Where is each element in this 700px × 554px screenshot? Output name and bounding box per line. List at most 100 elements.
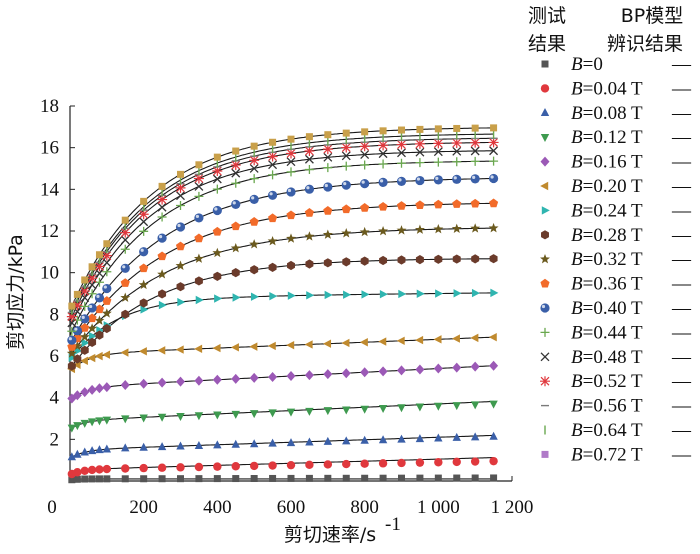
point-12-0 bbox=[67, 318, 77, 328]
point-7-25 bbox=[471, 254, 480, 264]
point-8-2 bbox=[79, 331, 90, 342]
point-1-14 bbox=[268, 461, 277, 470]
point-10-1 bbox=[72, 326, 82, 336]
point-0-15 bbox=[287, 474, 295, 482]
point-13-24 bbox=[451, 138, 462, 149]
point-2-22 bbox=[415, 434, 425, 443]
point-16-9 bbox=[177, 170, 184, 178]
point-9-26 bbox=[489, 198, 499, 208]
legend-label-3: B=0.12 T bbox=[571, 127, 643, 148]
point-10-19 bbox=[360, 179, 370, 189]
y-tick-label-6: 14 bbox=[40, 179, 60, 200]
point-11-19 bbox=[360, 160, 370, 170]
point-8-26 bbox=[488, 222, 499, 233]
point-4-25 bbox=[470, 361, 480, 372]
legend-line-11: — bbox=[671, 322, 692, 343]
point-1-3 bbox=[87, 465, 97, 475]
legend-label-prefix-4: B bbox=[571, 152, 583, 173]
point-2-17 bbox=[323, 436, 333, 445]
point-2-15 bbox=[286, 438, 296, 447]
point-2-13 bbox=[249, 439, 259, 448]
point-13-16 bbox=[304, 146, 315, 157]
point-13-8 bbox=[157, 194, 168, 205]
point-13-1 bbox=[72, 300, 83, 311]
point-4-24 bbox=[452, 362, 462, 373]
legend-label-prefix-8: B bbox=[571, 249, 583, 270]
legend-marker-1 bbox=[540, 84, 550, 93]
point-16-10 bbox=[195, 161, 203, 169]
point-3-17 bbox=[323, 407, 333, 416]
fit-line-4 bbox=[69, 365, 494, 401]
point-12-5 bbox=[102, 258, 112, 268]
legend-label-prefix-2: B bbox=[571, 103, 583, 124]
legend-label-value-13: =0.52 T bbox=[583, 371, 643, 392]
point-2-5 bbox=[102, 444, 112, 453]
point-2-8 bbox=[157, 442, 167, 451]
legend-label-value-10: =0.40 T bbox=[583, 298, 643, 319]
point-10-3 bbox=[87, 303, 97, 313]
point-11-20 bbox=[378, 159, 388, 169]
legend-label-2: B=0.08 T bbox=[571, 103, 643, 124]
point-7-26 bbox=[489, 254, 498, 264]
point-12-12 bbox=[231, 168, 241, 178]
point-5-8 bbox=[157, 346, 166, 355]
point-12-24 bbox=[452, 146, 462, 156]
point-13-23 bbox=[433, 138, 444, 149]
point-9-23 bbox=[433, 199, 443, 209]
point-2-12 bbox=[231, 439, 240, 448]
point-5-4 bbox=[94, 351, 103, 361]
point-4-16 bbox=[304, 370, 314, 381]
point-9-4 bbox=[94, 304, 105, 314]
fit-line-8 bbox=[69, 227, 494, 357]
legend-label-5: B=0.20 T bbox=[571, 176, 643, 197]
point-13-7 bbox=[138, 209, 149, 220]
point-11-21 bbox=[397, 158, 406, 168]
point-1-13 bbox=[249, 461, 259, 471]
point-8-7 bbox=[138, 279, 149, 290]
fit-line-2 bbox=[69, 434, 494, 459]
legend-label-value-0: =0 bbox=[583, 54, 603, 75]
point-0-21 bbox=[398, 474, 405, 482]
point-4-20 bbox=[378, 366, 388, 377]
legend-label-prefix-9: B bbox=[571, 274, 583, 295]
legend-line-12: — bbox=[671, 347, 692, 368]
point-8-9 bbox=[175, 260, 186, 270]
point-9-7 bbox=[139, 263, 149, 273]
point-3-21 bbox=[397, 404, 406, 413]
point-6-23 bbox=[435, 289, 444, 298]
fit-line-12 bbox=[69, 150, 494, 328]
point-8-12 bbox=[230, 242, 241, 253]
fit-line-9 bbox=[69, 202, 494, 351]
point-12-25 bbox=[470, 146, 480, 156]
legend-line-3: — bbox=[671, 127, 692, 148]
x-tick-label-5: 1 000 bbox=[417, 497, 460, 518]
point-10-14 bbox=[267, 190, 278, 200]
legend-label-prefix-14: B bbox=[571, 396, 583, 417]
point-10-20 bbox=[378, 177, 388, 187]
point-7-18 bbox=[342, 257, 351, 267]
point-0-14 bbox=[269, 474, 277, 482]
legend-label-0: B=0 bbox=[571, 54, 603, 75]
point-6-26 bbox=[490, 288, 499, 298]
point-8-5 bbox=[101, 308, 112, 318]
point-3-7 bbox=[139, 414, 148, 423]
point-4-21 bbox=[397, 365, 406, 376]
legend-label-11: B=0.44 T bbox=[571, 322, 643, 343]
legend-label-13: B=0.52 T bbox=[571, 371, 643, 392]
point-9-13 bbox=[249, 217, 259, 226]
point-4-10 bbox=[194, 375, 204, 386]
point-2-23 bbox=[434, 433, 443, 442]
legend-label-10: B=0.40 T bbox=[571, 298, 643, 319]
point-7-24 bbox=[452, 254, 461, 264]
point-16-25 bbox=[471, 124, 479, 132]
point-16-22 bbox=[416, 125, 424, 133]
legend-label-value-4: =0.16 T bbox=[583, 152, 643, 173]
point-12-14 bbox=[268, 160, 278, 170]
data-markers bbox=[66, 124, 499, 484]
legend-label-9: B=0.36 T bbox=[571, 274, 643, 295]
point-3-8 bbox=[157, 413, 167, 422]
point-11-22 bbox=[415, 158, 425, 168]
legend-header-model-line2: 辨识结果 bbox=[607, 33, 683, 55]
point-11-23 bbox=[433, 157, 443, 167]
